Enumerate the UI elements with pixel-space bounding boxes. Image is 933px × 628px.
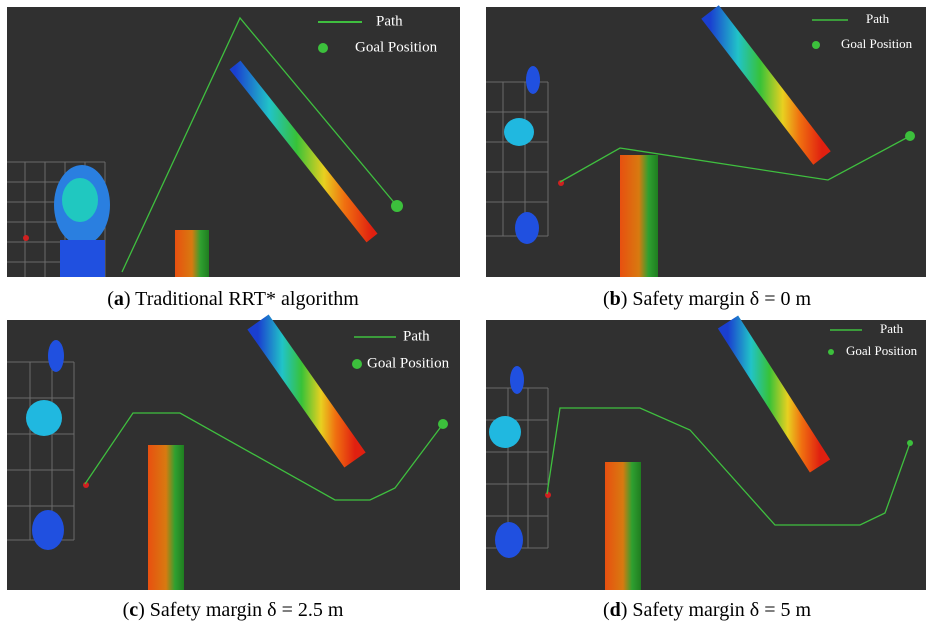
caption: (a) Traditional RRT* algorithm bbox=[107, 288, 359, 310]
obstacle bbox=[504, 118, 534, 146]
legend-path: Path bbox=[376, 13, 403, 29]
panel-a: Path Goal Position bbox=[7, 7, 460, 277]
legend-path: Path bbox=[866, 11, 890, 26]
legend-path: Path bbox=[403, 328, 430, 344]
legend-goal: Goal Position bbox=[367, 355, 450, 371]
goal bbox=[438, 419, 448, 429]
panel-b: Path Goal Position bbox=[486, 7, 926, 277]
start bbox=[23, 235, 29, 241]
goal bbox=[391, 200, 403, 212]
obstacle bbox=[510, 366, 524, 394]
legend-goal: Goal Position bbox=[846, 343, 918, 358]
obstacle bbox=[60, 240, 105, 277]
legend-path: Path bbox=[880, 321, 904, 336]
legend-goal: Goal Position bbox=[355, 39, 438, 55]
caption: (b) Safety margin δ = 0 m bbox=[603, 288, 812, 310]
panel-c: Path Goal Position bbox=[7, 320, 460, 590]
obstacle-pillar bbox=[620, 155, 658, 277]
figure: Path Goal Position (a) Traditional RRT* … bbox=[0, 0, 933, 628]
legend-marker bbox=[318, 43, 328, 53]
caption: (c) Safety margin δ = 2.5 m bbox=[123, 599, 344, 621]
caption: (d) Safety margin δ = 5 m bbox=[603, 599, 812, 621]
goal bbox=[905, 131, 915, 141]
obstacle-pillar bbox=[148, 445, 184, 590]
obstacle bbox=[495, 522, 523, 558]
legend-marker bbox=[828, 349, 834, 355]
obstacle bbox=[48, 340, 64, 372]
obstacle-pillar bbox=[175, 230, 209, 277]
obstacle-pillar bbox=[605, 462, 641, 590]
obstacle bbox=[489, 416, 521, 448]
obstacle bbox=[32, 510, 64, 550]
legend-marker bbox=[352, 359, 362, 369]
obstacle bbox=[515, 212, 539, 244]
legend-goal: Goal Position bbox=[841, 36, 913, 51]
goal bbox=[907, 440, 913, 446]
obstacle bbox=[26, 400, 62, 436]
obstacle bbox=[62, 178, 98, 222]
obstacle bbox=[526, 66, 540, 94]
panel-d: Path Goal Position bbox=[486, 320, 926, 590]
start bbox=[545, 492, 551, 498]
legend-marker bbox=[812, 41, 820, 49]
